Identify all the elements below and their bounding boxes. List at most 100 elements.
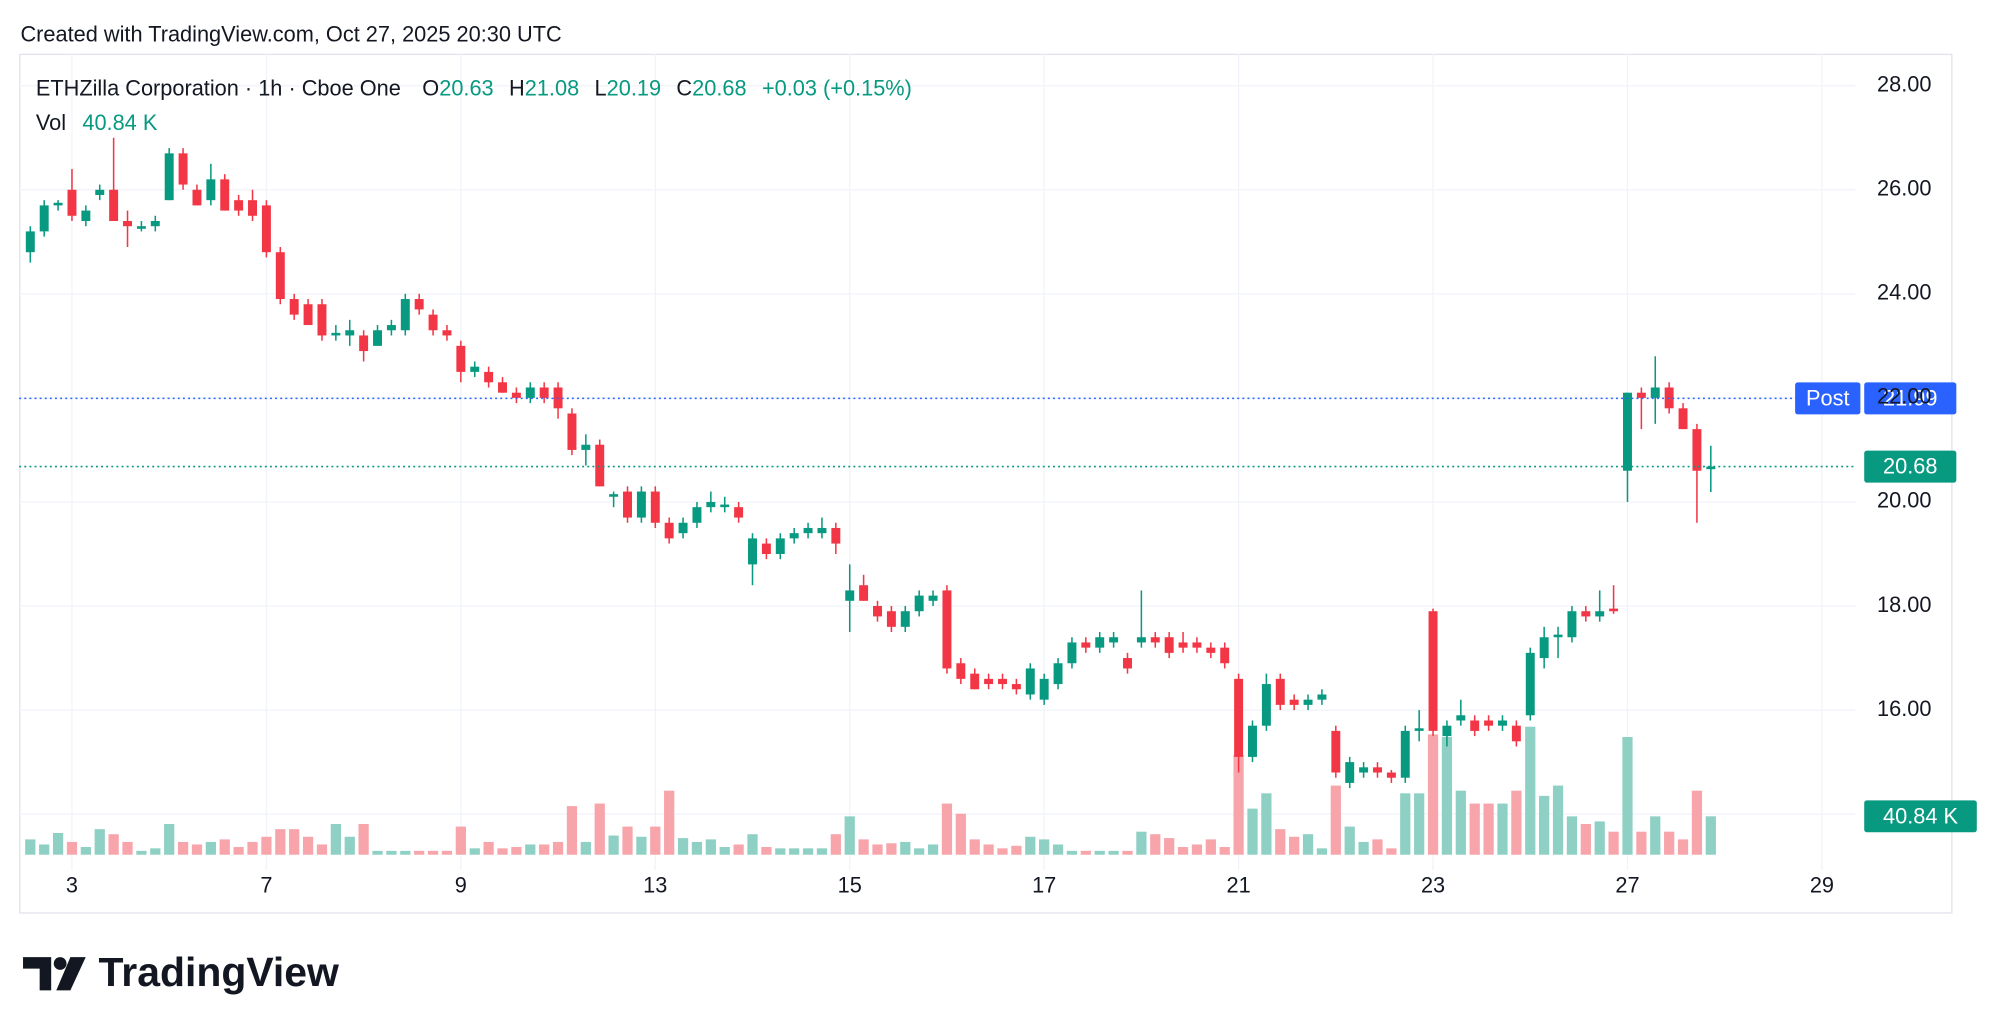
x-tick-label: 17 — [1032, 872, 1056, 897]
candle-body — [650, 491, 660, 523]
volume-bar — [650, 826, 661, 855]
volume-bar — [1580, 823, 1591, 855]
x-tick-label: 3 — [66, 872, 78, 897]
volume-bar — [747, 834, 758, 855]
volume-bar — [789, 848, 800, 855]
volume-bar — [469, 848, 480, 855]
candle-body — [873, 606, 882, 617]
x-tick-label: 23 — [1421, 872, 1445, 897]
volume-bar — [1636, 831, 1647, 855]
candle-body — [1539, 637, 1549, 659]
candle-body — [1609, 608, 1619, 612]
volume-bar — [1594, 821, 1605, 855]
volume-bar — [566, 806, 578, 855]
candle-body — [1470, 720, 1480, 731]
volume-bar — [1566, 816, 1578, 855]
candle-body — [1136, 637, 1146, 643]
candle-body — [150, 220, 160, 227]
y-tick-label: 18.00 — [1877, 592, 1931, 617]
volume-bar — [386, 850, 397, 855]
volume-bar — [608, 835, 619, 855]
ohlc-label: L — [595, 75, 607, 100]
volume-bar — [1539, 795, 1550, 855]
y-tick-label: 16.00 — [1877, 696, 1931, 721]
volume-tag — [1864, 800, 1977, 833]
candle-body — [136, 226, 146, 229]
volume-bar — [1122, 850, 1133, 855]
candle-body — [456, 345, 466, 372]
candle-body — [428, 314, 438, 331]
candle-body — [261, 205, 271, 253]
volume-bar — [108, 834, 119, 855]
candle-body — [1373, 767, 1382, 773]
chart-frame — [19, 53, 1953, 914]
volume-bar — [427, 850, 439, 855]
volume-bar — [1552, 785, 1564, 855]
volume-bar — [969, 839, 980, 855]
candle-body — [67, 189, 77, 216]
volume-value: 40.84 K — [82, 110, 157, 135]
candle-body — [567, 413, 577, 450]
volume-bar — [1316, 848, 1328, 855]
candle-body — [1039, 678, 1049, 700]
volume-tag-label: 40.84 K — [1883, 803, 1958, 828]
candle-body — [845, 590, 855, 601]
volume-bar — [164, 823, 175, 855]
candle-body — [525, 387, 535, 398]
volume-bar — [122, 841, 133, 855]
candle-body — [1067, 642, 1077, 664]
volume-bar — [1108, 850, 1119, 855]
candle-body — [1150, 637, 1160, 643]
volume-bar — [511, 847, 522, 855]
candle-body — [1317, 694, 1327, 700]
candle-body — [1678, 408, 1688, 430]
volume-bar — [219, 839, 230, 855]
volume-bar — [1608, 831, 1619, 855]
candle-body — [484, 371, 494, 383]
volume-bar — [497, 848, 508, 855]
price-lines: Post 21.99 20.68 40.84 K — [19, 382, 1977, 833]
candle-body — [1400, 730, 1410, 778]
candle-body — [1664, 387, 1674, 409]
y-tick-label: 24.00 — [1877, 280, 1931, 305]
volume-bar — [900, 841, 911, 855]
candle-body — [331, 332, 341, 336]
candle-body — [359, 335, 369, 352]
header: Created with TradingView.com, Oct 27, 20… — [20, 22, 561, 47]
candle-body — [1595, 611, 1605, 617]
ohlc-label: O — [422, 75, 439, 100]
volume-bar — [1664, 831, 1675, 855]
volume-bar — [302, 836, 314, 855]
volume-bar — [1066, 850, 1078, 855]
volume-bar — [1136, 831, 1147, 855]
volume-bar — [636, 836, 647, 855]
candle-body — [1248, 725, 1257, 757]
volume-bar — [1150, 834, 1161, 855]
volume-bar — [719, 847, 730, 855]
volume-bar — [941, 803, 953, 855]
volume-bar — [1511, 790, 1522, 855]
x-tick-label: 7 — [260, 872, 272, 897]
volume-layer — [25, 726, 1716, 855]
volume-bar — [1455, 790, 1466, 855]
tag-box — [1795, 382, 1861, 415]
candle-body — [692, 507, 702, 523]
symbol-title: ETHZilla Corporation · 1h · Cboe One — [36, 75, 401, 100]
volume-bar — [1622, 736, 1633, 855]
candle-body — [998, 678, 1007, 685]
volume-bar — [1372, 839, 1383, 855]
candle-body — [1525, 652, 1535, 716]
candle-body — [817, 527, 827, 534]
volume-bar — [261, 836, 272, 855]
volume-bar — [414, 850, 425, 855]
volume-bar — [691, 841, 703, 855]
brand-name: TradingView — [99, 949, 340, 995]
x-tick-label: 15 — [838, 872, 862, 897]
ohlc-label: C — [676, 75, 692, 100]
volume-bar — [1289, 836, 1300, 855]
candle-body — [1206, 647, 1216, 653]
volume-bar — [455, 826, 466, 855]
candle-body — [859, 585, 869, 601]
